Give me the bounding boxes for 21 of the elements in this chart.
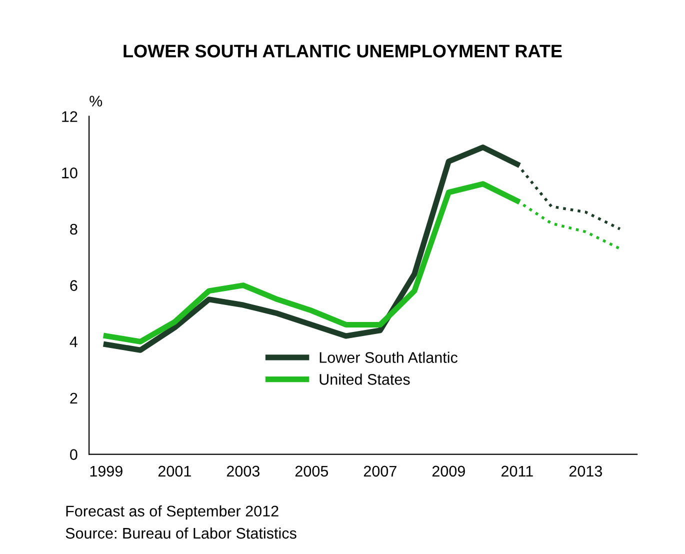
y-tick-label: 12 xyxy=(62,111,78,122)
y-tick-label: 8 xyxy=(70,224,78,235)
x-tick-label: 2003 xyxy=(226,466,260,477)
y-tick-label: 4 xyxy=(70,336,78,348)
x-tick-label: 2007 xyxy=(364,466,396,477)
y-axis-title: % xyxy=(90,96,102,106)
text: Forecast as of September 2012 xyxy=(66,505,278,520)
x-tick-label: 2005 xyxy=(295,466,328,477)
legend-label: Lower South Atlantic xyxy=(320,352,458,363)
legend-label: United States xyxy=(320,374,410,385)
y-tick-label: 0 xyxy=(70,449,78,460)
y-tick-label: 10 xyxy=(62,168,78,178)
x-tick-label: 2001 xyxy=(158,466,191,477)
x-tick-label: 2013 xyxy=(569,466,602,477)
y-tick-label: 6 xyxy=(70,280,78,291)
y-tick-label: 2 xyxy=(70,392,78,404)
x-tick-label: 1999 xyxy=(90,466,122,477)
x-tick-label: 2011 xyxy=(502,466,533,477)
source-note: Source: Bureau of Labor Statistics xyxy=(66,527,296,539)
x-tick-label: 2009 xyxy=(432,466,465,477)
chart-title: LOWER SOUTH ATLANTIC UNEMPLOYMENT RATE xyxy=(124,44,562,58)
